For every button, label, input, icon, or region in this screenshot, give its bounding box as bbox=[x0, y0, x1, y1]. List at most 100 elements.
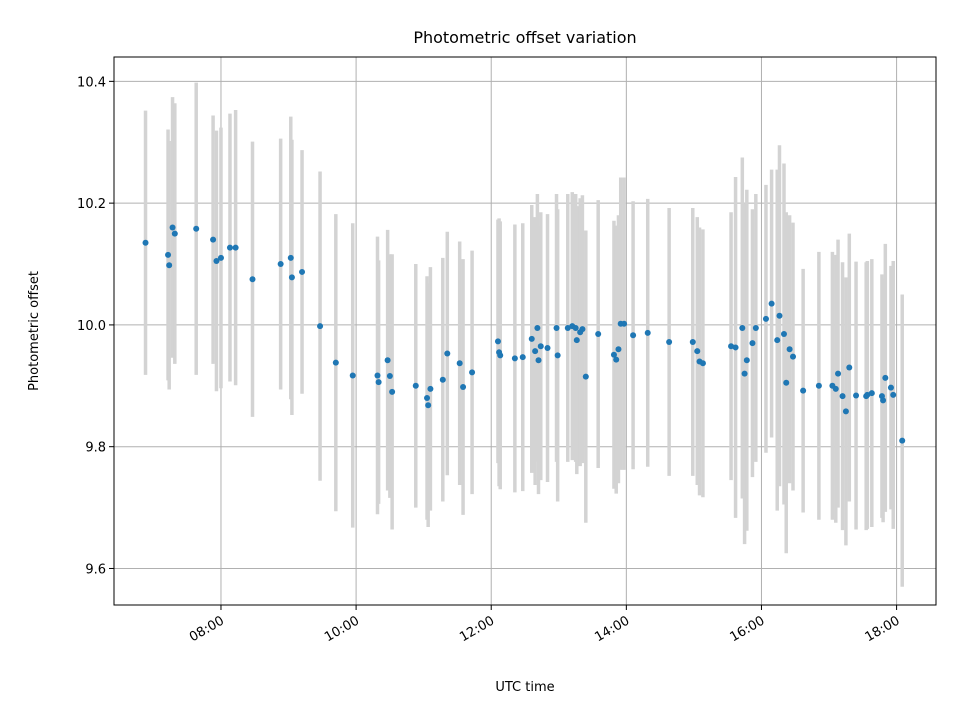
data-point bbox=[460, 384, 467, 391]
data-point bbox=[694, 348, 701, 355]
data-point bbox=[846, 364, 853, 371]
data-point bbox=[511, 355, 518, 362]
y-tick-label: 9.6 bbox=[85, 562, 106, 577]
data-point bbox=[537, 343, 544, 350]
data-point bbox=[519, 354, 526, 361]
x-axis-label: UTC time bbox=[495, 680, 554, 695]
data-point bbox=[749, 340, 756, 347]
data-point bbox=[166, 262, 173, 269]
data-point bbox=[853, 392, 860, 399]
data-point bbox=[169, 224, 176, 231]
data-point bbox=[728, 343, 735, 350]
data-point bbox=[165, 251, 172, 258]
data-point bbox=[739, 324, 746, 331]
data-point bbox=[497, 352, 504, 359]
data-point bbox=[444, 350, 451, 357]
data-point bbox=[412, 382, 419, 389]
data-point bbox=[768, 300, 775, 307]
plot-frame bbox=[113, 56, 937, 606]
data-point bbox=[789, 353, 796, 360]
data-point bbox=[890, 391, 897, 398]
data-point bbox=[776, 312, 783, 319]
data-point bbox=[864, 391, 871, 398]
y-axis-ticks: 9.6 9.8 10.0 10.2 10.4 bbox=[77, 75, 114, 577]
data-point bbox=[582, 373, 589, 380]
data-point bbox=[534, 324, 541, 331]
data-point bbox=[424, 394, 431, 401]
data-point bbox=[666, 338, 673, 345]
data-point bbox=[699, 360, 706, 367]
data-point bbox=[389, 388, 396, 395]
data-point bbox=[579, 326, 586, 333]
data-point bbox=[535, 357, 542, 364]
data-point bbox=[287, 254, 294, 261]
data-point bbox=[842, 408, 849, 415]
data-point bbox=[899, 437, 906, 444]
data-point bbox=[573, 337, 580, 344]
data-point bbox=[553, 324, 560, 331]
data-point bbox=[299, 268, 306, 275]
data-point bbox=[427, 385, 434, 392]
data-point bbox=[615, 346, 622, 353]
data-point bbox=[783, 379, 790, 386]
data-point bbox=[741, 370, 748, 377]
data-point bbox=[384, 357, 391, 364]
data-point bbox=[752, 324, 759, 331]
data-point bbox=[564, 324, 571, 331]
y-tick-label: 10.2 bbox=[77, 197, 106, 212]
data-point bbox=[832, 385, 839, 392]
data-point bbox=[374, 372, 381, 379]
chart-title: Photometric offset variation bbox=[413, 28, 636, 47]
data-point bbox=[732, 344, 739, 351]
data-point bbox=[277, 261, 284, 268]
data-point bbox=[689, 338, 696, 345]
data-point bbox=[217, 254, 224, 261]
data-point bbox=[610, 351, 617, 358]
data-point bbox=[880, 397, 887, 404]
data-point bbox=[532, 348, 539, 355]
data-point bbox=[786, 346, 793, 353]
data-point bbox=[375, 379, 382, 386]
y-tick-label: 10.4 bbox=[77, 75, 106, 90]
data-point bbox=[544, 345, 551, 352]
data-point bbox=[621, 320, 628, 327]
data-point bbox=[644, 329, 651, 336]
data-point bbox=[835, 370, 842, 377]
data-point bbox=[213, 257, 220, 264]
data-point bbox=[887, 384, 894, 391]
data-point bbox=[839, 393, 846, 400]
data-point bbox=[762, 315, 769, 322]
data-point bbox=[743, 357, 750, 364]
data-point bbox=[456, 360, 463, 367]
data-point bbox=[868, 390, 875, 397]
data-point bbox=[142, 239, 149, 246]
data-point bbox=[595, 331, 602, 338]
y-tick-label: 9.8 bbox=[85, 441, 106, 456]
y-tick-label: 10.0 bbox=[77, 319, 106, 334]
data-point bbox=[774, 337, 781, 344]
data-point bbox=[193, 225, 200, 232]
data-point bbox=[572, 324, 579, 331]
data-point bbox=[800, 387, 807, 394]
data-point bbox=[249, 276, 256, 283]
data-point bbox=[554, 352, 561, 359]
data-point bbox=[349, 372, 356, 379]
data-point bbox=[494, 338, 501, 345]
data-point bbox=[386, 373, 393, 380]
data-point bbox=[425, 402, 432, 409]
data-point bbox=[288, 274, 295, 281]
data-point bbox=[332, 359, 339, 366]
data-point bbox=[226, 244, 233, 251]
data-points bbox=[142, 224, 906, 444]
data-point bbox=[630, 332, 637, 339]
data-point bbox=[613, 356, 620, 363]
data-point bbox=[171, 230, 178, 237]
data-point bbox=[439, 376, 446, 383]
data-point bbox=[317, 323, 324, 330]
data-point bbox=[780, 331, 787, 338]
data-point bbox=[882, 374, 889, 381]
data-point bbox=[469, 369, 476, 376]
data-point bbox=[210, 236, 217, 243]
